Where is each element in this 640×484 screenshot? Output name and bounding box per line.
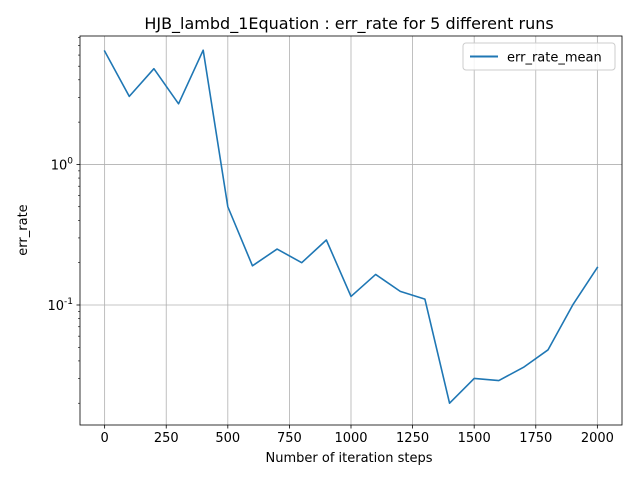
y-tick-label: 10-1 xyxy=(47,297,73,314)
series-layer xyxy=(103,49,599,405)
chart-title: HJB_lambd_1Equation : err_rate for 5 dif… xyxy=(144,14,553,34)
legend-entry-label: err_rate_mean xyxy=(507,51,602,66)
y-axis-label: err_rate xyxy=(16,204,31,255)
x-tick-label: 750 xyxy=(277,431,302,446)
y-axis-ticks: 10-1 100 xyxy=(47,37,80,404)
y-tick-label: 100 xyxy=(51,156,74,173)
x-tick-label: 250 xyxy=(154,431,179,446)
x-tick-label: 2000 xyxy=(581,431,614,446)
x-tick-label: 500 xyxy=(215,431,240,446)
x-tick-label: 1250 xyxy=(396,431,429,446)
legend: err_rate_mean xyxy=(462,42,616,71)
x-tick-label: 1500 xyxy=(458,431,491,446)
x-tick-label: 1750 xyxy=(519,431,552,446)
grid-lines xyxy=(80,36,622,425)
x-axis-label: Number of iteration steps xyxy=(266,451,433,466)
series-line xyxy=(103,49,599,405)
x-axis-ticks: 0 250 500 750 1000 1250 1500 1750 2000 xyxy=(100,425,614,446)
x-tick-label: 1000 xyxy=(334,431,367,446)
legend-box xyxy=(462,42,616,71)
x-tick-label: 0 xyxy=(100,431,108,446)
